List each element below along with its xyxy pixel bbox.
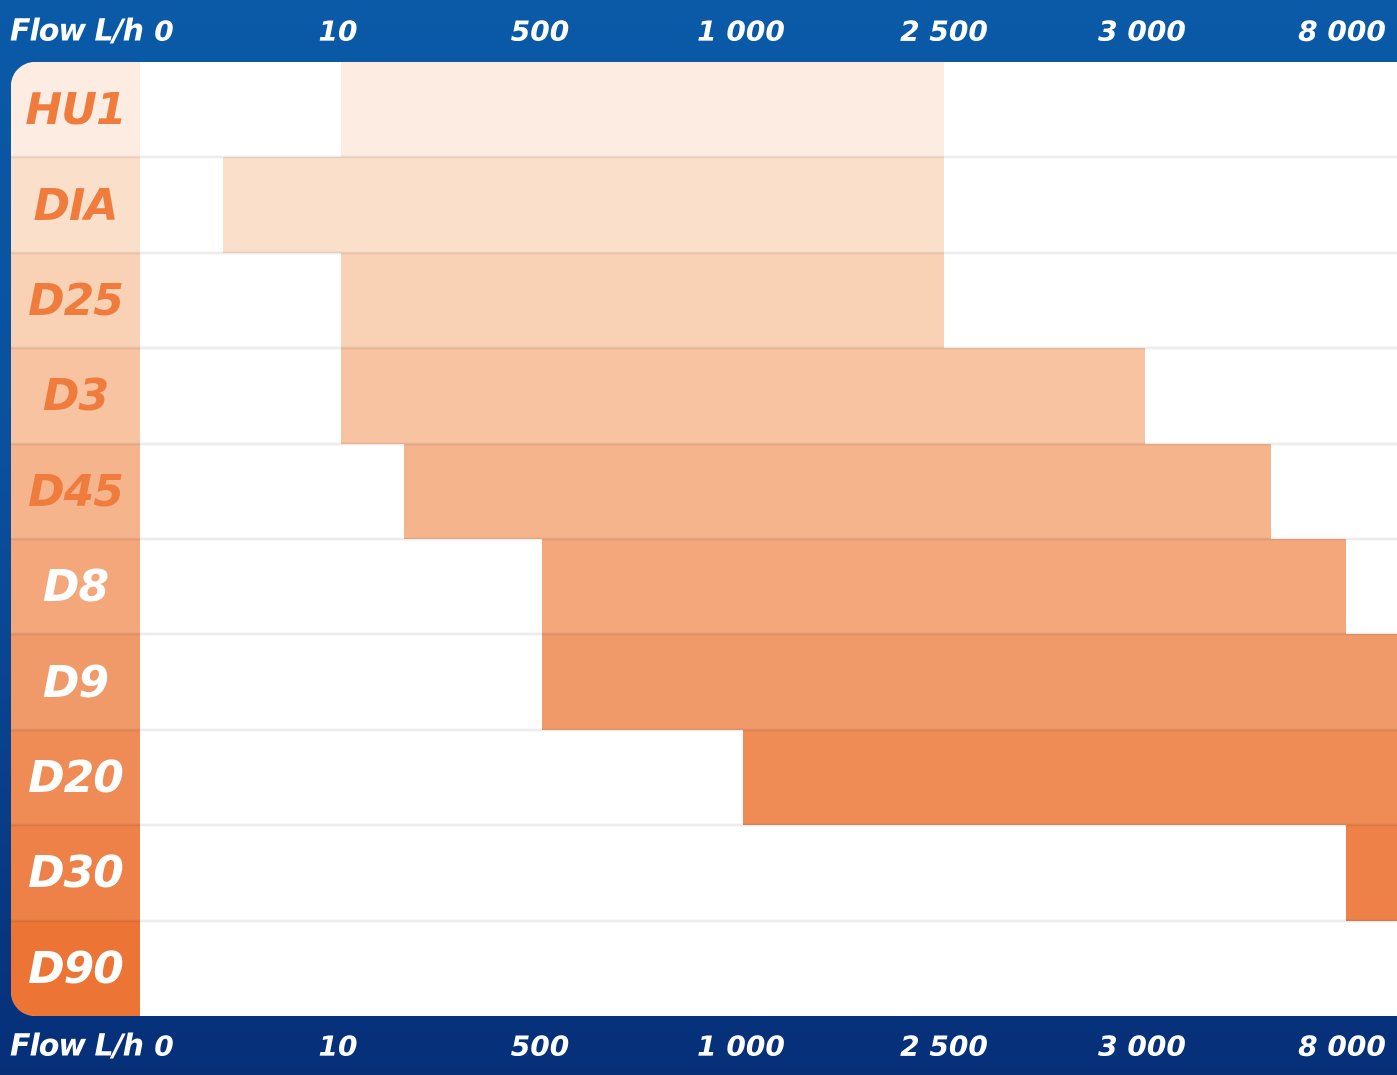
top-tick-0: 0 (154, 14, 174, 48)
row-separator (11, 441, 1397, 446)
row-label-d90: D90 (11, 920, 140, 1016)
row-label-d3: D3 (11, 348, 140, 444)
row-d3: D3 (11, 348, 1397, 446)
row-hu1: HU1 (11, 62, 1397, 160)
top-tick-8000: 8 000 (1298, 14, 1386, 48)
bottom-tick-10: 10 (318, 1029, 358, 1062)
top-tick-10: 10 (318, 14, 358, 48)
row-d45: D45 (11, 443, 1397, 541)
top-tick-3000: 3 000 (1098, 14, 1186, 48)
bottom-axis-title: Flow L/h (10, 1028, 144, 1063)
row-d9: D9 (11, 634, 1397, 732)
bar-hu1 (341, 62, 944, 158)
chart-panel: HU1 DIA D25 D3 D45 D8 D9 D20 D30 D90 (11, 62, 1397, 1016)
top-tick-1000: 1 000 (697, 14, 785, 48)
row-label-d8: D8 (11, 539, 140, 635)
row-d25: D25 (11, 252, 1397, 351)
row-label-d45: D45 (11, 443, 140, 539)
row-label-d20: D20 (11, 729, 140, 826)
top-tick-500: 500 (510, 14, 570, 48)
row-separator (11, 250, 1397, 255)
bottom-tick-3000: 3 000 (1098, 1029, 1186, 1062)
row-separator (11, 155, 1397, 160)
bar-d30 (1346, 825, 1397, 921)
bottom-tick-1000: 1 000 (697, 1029, 785, 1062)
row-label-d25: D25 (11, 252, 140, 349)
bottom-tick-2500: 2 500 (900, 1029, 988, 1062)
row-separator (11, 632, 1397, 637)
bottom-axis: Flow L/h 0 10 500 1 000 2 500 3 000 8 00… (0, 1016, 1397, 1075)
row-separator (11, 823, 1397, 828)
row-separator (11, 918, 1397, 923)
row-separator (11, 346, 1397, 351)
row-dia: DIA (11, 157, 1397, 255)
top-tick-2500: 2 500 (900, 14, 988, 48)
top-axis-title: Flow L/h (10, 13, 144, 49)
top-axis: Flow L/h 0 10 500 1 000 2 500 3 000 8 00… (0, 0, 1397, 62)
row-separator (11, 536, 1397, 541)
row-label-hu1: HU1 (11, 62, 140, 158)
row-label-d30: D30 (11, 825, 140, 921)
bar-d9 (542, 634, 1397, 730)
row-label-dia: DIA (11, 157, 140, 253)
bottom-tick-8000: 8 000 (1298, 1029, 1386, 1062)
row-label-d9: D9 (11, 634, 140, 730)
bottom-tick-500: 500 (510, 1029, 570, 1062)
bar-d25 (341, 252, 944, 349)
bar-d8 (542, 539, 1346, 635)
bar-d45 (404, 443, 1271, 539)
bar-d3 (341, 348, 1145, 444)
bottom-tick-0: 0 (154, 1029, 174, 1062)
row-d20: D20 (11, 729, 1397, 828)
row-separator (11, 727, 1397, 732)
row-d30: D30 (11, 825, 1397, 923)
row-d8: D8 (11, 539, 1397, 637)
bar-dia (223, 157, 944, 253)
bar-d20 (743, 729, 1397, 826)
row-d90: D90 (11, 920, 1397, 1016)
